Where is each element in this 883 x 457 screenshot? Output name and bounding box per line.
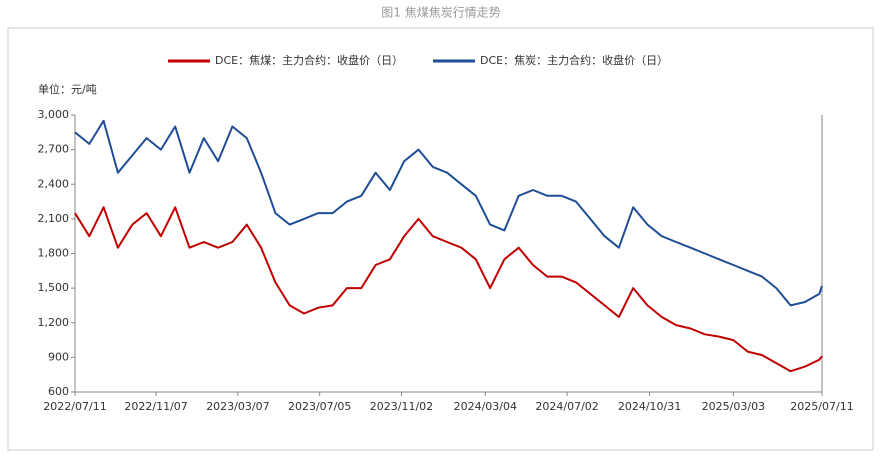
y-tick-label: 1,500 xyxy=(38,281,70,294)
unit-label: 单位：元/吨 xyxy=(38,82,97,96)
x-tick-label: 2023/03/07 xyxy=(206,400,269,413)
legend-label: DCE：焦煤：主力合约：收盘价（日） xyxy=(215,53,403,67)
frame xyxy=(7,27,874,451)
x-tick-label: 2023/11/02 xyxy=(370,400,433,413)
line-series xyxy=(74,206,823,373)
x-tick-label: 2022/07/11 xyxy=(43,400,106,413)
chart-title: 图1 焦煤焦炭行情走势 xyxy=(381,6,500,20)
x-tick-label: 2024/10/31 xyxy=(618,400,681,413)
y-tick-label: 2,400 xyxy=(38,177,70,190)
y-tick-label: 900 xyxy=(48,350,69,363)
line-series xyxy=(74,119,823,307)
y-tick-label: 600 xyxy=(48,385,69,398)
y-tick-label: 3,000 xyxy=(38,108,70,121)
x-tick-label: 2022/11/07 xyxy=(124,400,187,413)
y-tick-label: 1,200 xyxy=(38,316,70,329)
y-tick-label: 1,800 xyxy=(38,247,70,260)
x-tick-label: 2025/03/03 xyxy=(702,400,765,413)
x-tick-label: 2025/07/11 xyxy=(790,400,853,413)
y-tick-label: 2,700 xyxy=(38,143,70,156)
x-tick-label: 2024/07/02 xyxy=(535,400,598,413)
y-tick-label: 2,100 xyxy=(38,212,70,225)
x-tick-label: 2023/07/05 xyxy=(288,400,351,413)
legend-label: DCE：焦炭：主力合约：收盘价（日） xyxy=(480,53,668,67)
x-tick-label: 2024/03/04 xyxy=(454,400,517,413)
